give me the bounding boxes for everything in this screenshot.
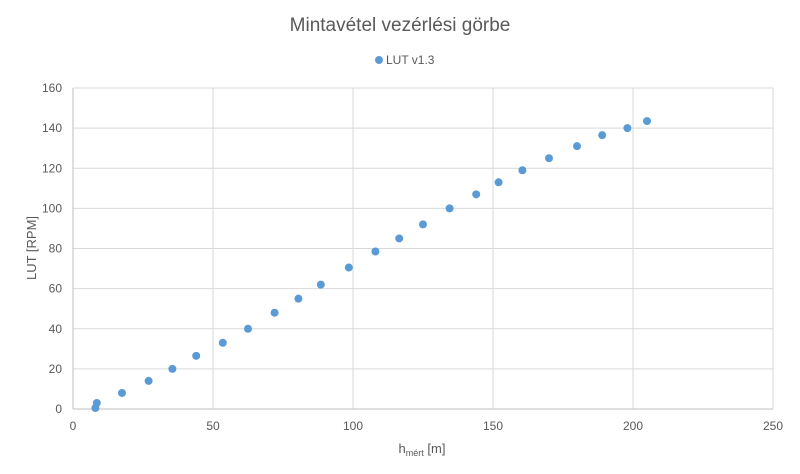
gridlines [73,87,774,409]
data-point [144,376,153,385]
y-tick-label: 40 [49,322,63,336]
legend-marker [375,56,383,64]
x-axis-label-subscript: mért [406,448,424,458]
y-tick-label: 120 [42,161,62,175]
data-point [344,263,353,272]
data-point [218,338,227,347]
data-point [623,124,632,133]
data-point [118,388,126,397]
legend-label: LUT v1.3 [386,53,435,67]
x-tick-label: 200 [623,419,643,433]
data-point [419,220,427,229]
data-point [445,204,454,213]
y-tick-label: 160 [42,81,62,95]
data-point [244,324,252,333]
tick-labels: 0 20 40 60 80 100 120 140 160 0 50 100 150 200 250 [42,81,783,433]
data-point [316,280,325,289]
data-point [518,166,527,175]
y-axis-label: LUT [RPM] [24,216,39,280]
data-point [472,190,481,199]
data-point [598,131,607,140]
y-tick-label: 140 [42,121,62,135]
data-point [294,294,303,303]
x-tick-label: 150 [483,419,503,433]
x-axis-label-main: h [399,441,406,456]
chart-title: Mintavétel vezérlési görbe [290,15,511,36]
x-tick-label: 100 [343,419,363,433]
x-axis-label: hmért [m] [399,441,446,458]
y-tick-label: 60 [49,282,63,296]
data-point [270,308,279,317]
x-tick-label: 50 [206,419,220,433]
y-tick-label: 80 [49,242,63,256]
legend: LUT v1.3 [375,53,435,67]
data-point [371,247,380,256]
y-tick-label: 0 [55,402,62,416]
data-points [91,117,651,412]
y-tick-label: 20 [49,362,63,376]
y-tick-label: 100 [42,201,62,215]
data-point [643,117,651,126]
data-point [573,142,581,151]
x-axis-label-unit: [m] [424,441,446,456]
data-point [192,351,201,360]
data-point [92,398,101,407]
axes [72,88,773,410]
x-tick-label: 0 [70,419,77,433]
x-tick-label: 250 [763,419,783,433]
data-point [494,178,503,187]
data-point [168,364,177,373]
data-point [545,154,553,163]
data-point [395,234,404,243]
